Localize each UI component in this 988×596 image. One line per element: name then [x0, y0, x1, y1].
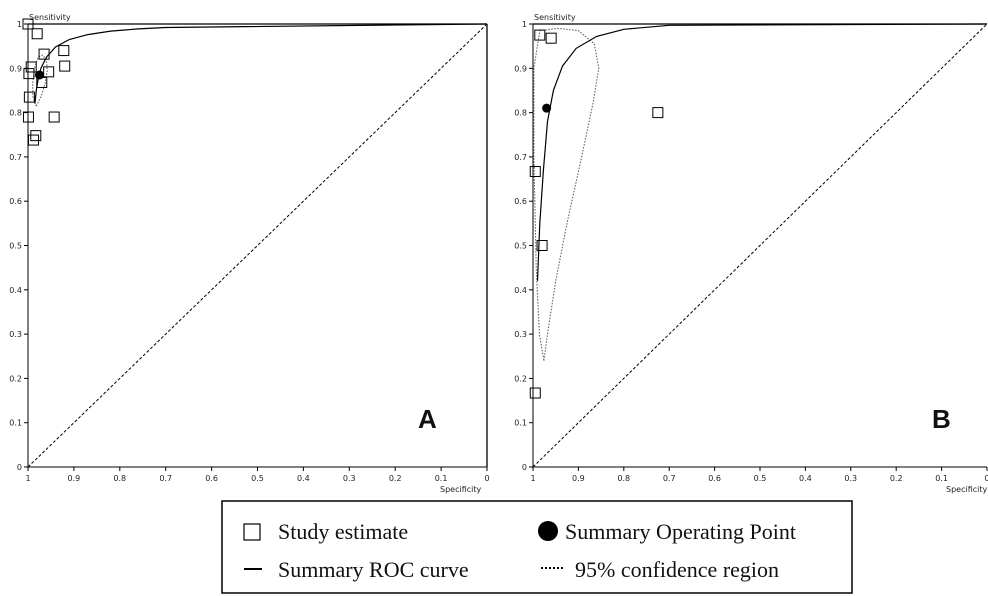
plot-a-y-tick-label: 0.6: [9, 197, 22, 206]
plot-b-x-tick-label: 0.6: [708, 474, 721, 483]
legend-study-estimate-symbol: [243, 523, 261, 541]
plot-a-study-estimate: [31, 28, 43, 40]
plot-a-x-tick-label: 0.6: [205, 474, 218, 483]
plot-a-sroc-curve: [34, 23, 488, 104]
plot-b-y-tick-label: 0.2: [514, 374, 527, 383]
plot-a-summary-point: [34, 70, 44, 80]
plot-b-study-estimate: [529, 166, 541, 178]
plot-a-x-tick-label: 0.8: [113, 474, 126, 483]
legend-frame: [221, 500, 853, 594]
plot-a-x-tick-label: 0.9: [68, 474, 81, 483]
plot-b-study-estimate: [529, 387, 541, 399]
plot-b-y-tick-label: 0.3: [514, 330, 527, 339]
legend-sroc-label: Summary ROC curve: [278, 557, 469, 582]
plot-a-x-tick-label: 0.3: [343, 474, 356, 483]
plot-b-y-tick-label: 0.1: [514, 419, 527, 428]
plot-a-x-tick-label: 0.5: [251, 474, 264, 483]
plot-a-y-tick-label: 1: [17, 20, 22, 29]
panel-b: 1 0.9 0.8 0.7 0.6 0.5 0.4 0.3 0.2 0.1 0 0 0.1 0.2 0.3…: [514, 13, 988, 494]
plot-b-x-tick-label: 0.3: [844, 474, 857, 483]
plot-b-x-tick-label: 0.2: [890, 474, 903, 483]
plot-b-y-tick-label: 0.5: [514, 242, 527, 251]
plot-b-xlabel: Specificity: [946, 485, 987, 494]
legend: Study estimate Summary Operating Point S…: [221, 500, 853, 594]
plot-a-study-estimate: [23, 68, 35, 80]
plot-a-study-points: [22, 18, 71, 146]
plot-b-panel-label: B: [932, 404, 951, 434]
plot-b-study-estimate: [534, 29, 546, 41]
plot-b-y-tick-label: 0.6: [514, 197, 527, 206]
plot-a-study-estimate: [43, 66, 55, 78]
plot-a-x-tick-label: 0.1: [435, 474, 448, 483]
plot-b-summary-point: [542, 103, 552, 113]
plot-b-study-estimate: [545, 32, 557, 44]
plot-b-x-ticks: 1 0.9 0.8 0.7 0.6 0.5 0.4 0.3 0.2 0.1 0: [530, 467, 988, 483]
plot-b-x-tick-label: 0.1: [935, 474, 948, 483]
plot-b-ylabel: Sensitivity: [534, 13, 576, 22]
legend-study-estimate-label: Study estimate: [278, 519, 408, 544]
plot-a-y-ticks: 0 0.1 0.2 0.3 0.4 0.5 0.6 0.7 0.8 0.9 1: [9, 20, 28, 472]
plot-a-y-tick-label: 0.5: [9, 242, 22, 251]
plot-a-x-tick-label: 0.4: [297, 474, 310, 483]
legend-confidence-label: 95% confidence region: [575, 557, 779, 582]
plot-a-confidence-region: [32, 54, 48, 107]
plot-b-chance-diagonal: [532, 23, 988, 468]
plot-a-chance-diagonal: [27, 23, 488, 468]
plot-a-y-tick-label: 0.2: [9, 374, 22, 383]
plot-a-y-tick-label: 0.1: [9, 419, 22, 428]
plot-a-study-estimate: [22, 18, 34, 30]
plot-b-x-tick-label: 1: [530, 474, 535, 483]
plot-b-study-estimate: [652, 107, 664, 119]
plot-a-xlabel: Specificity: [440, 485, 481, 494]
plot-a-study-estimate: [59, 60, 71, 72]
plot-b-x-tick-label: 0.9: [572, 474, 585, 483]
plot-a-ylabel: Sensitivity: [29, 13, 71, 22]
plot-b-x-tick-label: 0.8: [617, 474, 630, 483]
plot-b-y-ticks: 0 0.1 0.2 0.3 0.4 0.5 0.6 0.7 0.8 0.9 1: [514, 20, 533, 472]
plot-b-y-tick-label: 0.4: [514, 286, 527, 295]
plot-a-panel-label: A: [418, 404, 437, 434]
plot-b-confidence-region: [533, 27, 600, 361]
plot-b-x-tick-label: 0.5: [754, 474, 767, 483]
plot-b-study-points: [529, 29, 664, 399]
legend-summary-point-symbol: [538, 521, 558, 541]
plot-a-y-tick-label: 0.3: [9, 330, 22, 339]
plot-b-x-tick-label: 0.7: [663, 474, 676, 483]
plot-b-x-tick-label: 0.4: [799, 474, 812, 483]
plot-b-y-tick-label: 0: [522, 463, 527, 472]
panel-a: 1 0.9 0.8 0.7 0.6 0.5 0.4 0.3 0.2 0.1 0 0 0.1 0.2 0.3…: [9, 13, 489, 494]
plot-a-x-ticks: 1 0.9 0.8 0.7 0.6 0.5 0.4 0.3 0.2 0.1 0: [25, 467, 490, 483]
legend-summary-point-label: Summary Operating Point: [565, 519, 796, 544]
plot-b-x-tick-label: 0: [984, 474, 988, 483]
plot-a-study-estimate: [38, 48, 50, 60]
plot-b-y-tick-label: 1: [522, 20, 527, 29]
plot-b-y-tick-label: 0.7: [514, 153, 527, 162]
plot-a-y-tick-label: 0.8: [9, 109, 22, 118]
plot-a-study-estimate: [58, 45, 70, 57]
plot-a-x-tick-label: 0: [484, 474, 489, 483]
plot-a-x-tick-label: 0.2: [389, 474, 402, 483]
plot-a-study-estimate: [30, 130, 42, 142]
plot-a-study-estimate: [22, 111, 34, 123]
plot-b-sroc-curve: [536, 23, 988, 281]
plot-b-study-estimate: [536, 240, 548, 251]
plot-a-y-tick-label: 0.7: [9, 153, 22, 162]
plot-a-study-estimate: [23, 91, 35, 103]
plot-b-y-tick-label: 0.9: [514, 64, 527, 73]
plot-a-study-estimate: [28, 134, 40, 146]
plot-b-y-tick-label: 0.8: [514, 109, 527, 118]
plot-a-study-estimate: [48, 111, 60, 123]
plot-a-y-tick-label: 0: [17, 463, 22, 472]
plot-a-study-estimate: [25, 61, 37, 73]
plot-a-x-tick-label: 0.7: [159, 474, 172, 483]
plot-a-y-tick-label: 0.4: [9, 286, 22, 295]
plot-a-x-tick-label: 1: [25, 474, 30, 483]
plot-a-y-tick-label: 0.9: [9, 64, 22, 73]
